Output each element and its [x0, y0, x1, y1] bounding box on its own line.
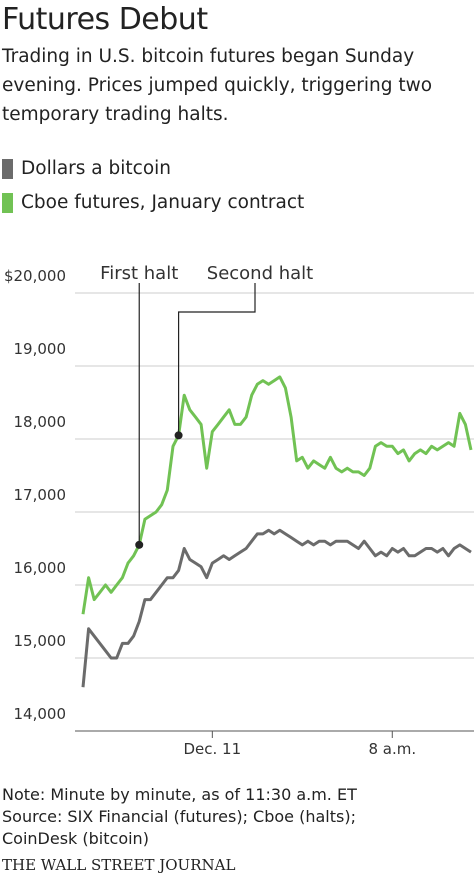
source: Source: SIX Financial (futures); Cboe (h…	[2, 807, 356, 848]
title: Futures Debut	[2, 2, 208, 37]
halt-marker	[135, 540, 144, 549]
series-line	[81, 528, 472, 688]
note: Note: Minute by minute, as of 11:30 a.m.…	[2, 785, 357, 804]
y-tick-label: 17,000	[14, 486, 67, 504]
y-tick-label: 18,000	[14, 413, 67, 431]
legend-item: Cboe futures, January contract	[2, 192, 304, 213]
y-tick-label: 19,000	[14, 340, 67, 358]
x-tick-label: 8 a.m.	[368, 740, 416, 758]
annotation-line	[177, 283, 256, 436]
y-tick-label: 14,000	[14, 705, 67, 723]
legend-label: Cboe futures, January contract	[21, 192, 305, 213]
credit: THE WALL STREET JOURNAL	[2, 856, 236, 874]
legend-swatch	[2, 158, 13, 179]
y-tick-label: 15,000	[14, 632, 67, 650]
y-tick-label: 16,000	[14, 559, 67, 577]
subtitle: Trading in U.S. bitcoin futures began Su…	[2, 46, 433, 125]
annotation: Second halt	[207, 263, 313, 284]
annotation: First halt	[100, 263, 178, 284]
legend-swatch	[2, 192, 13, 213]
x-tick-label: Dec. 11	[184, 740, 242, 758]
legend-label: Dollars a bitcoin	[21, 158, 172, 179]
legend-item: Dollars a bitcoin	[2, 158, 171, 179]
series-line	[81, 375, 473, 615]
halt-marker	[174, 431, 183, 440]
y-tick-label: $20,000	[4, 267, 66, 285]
